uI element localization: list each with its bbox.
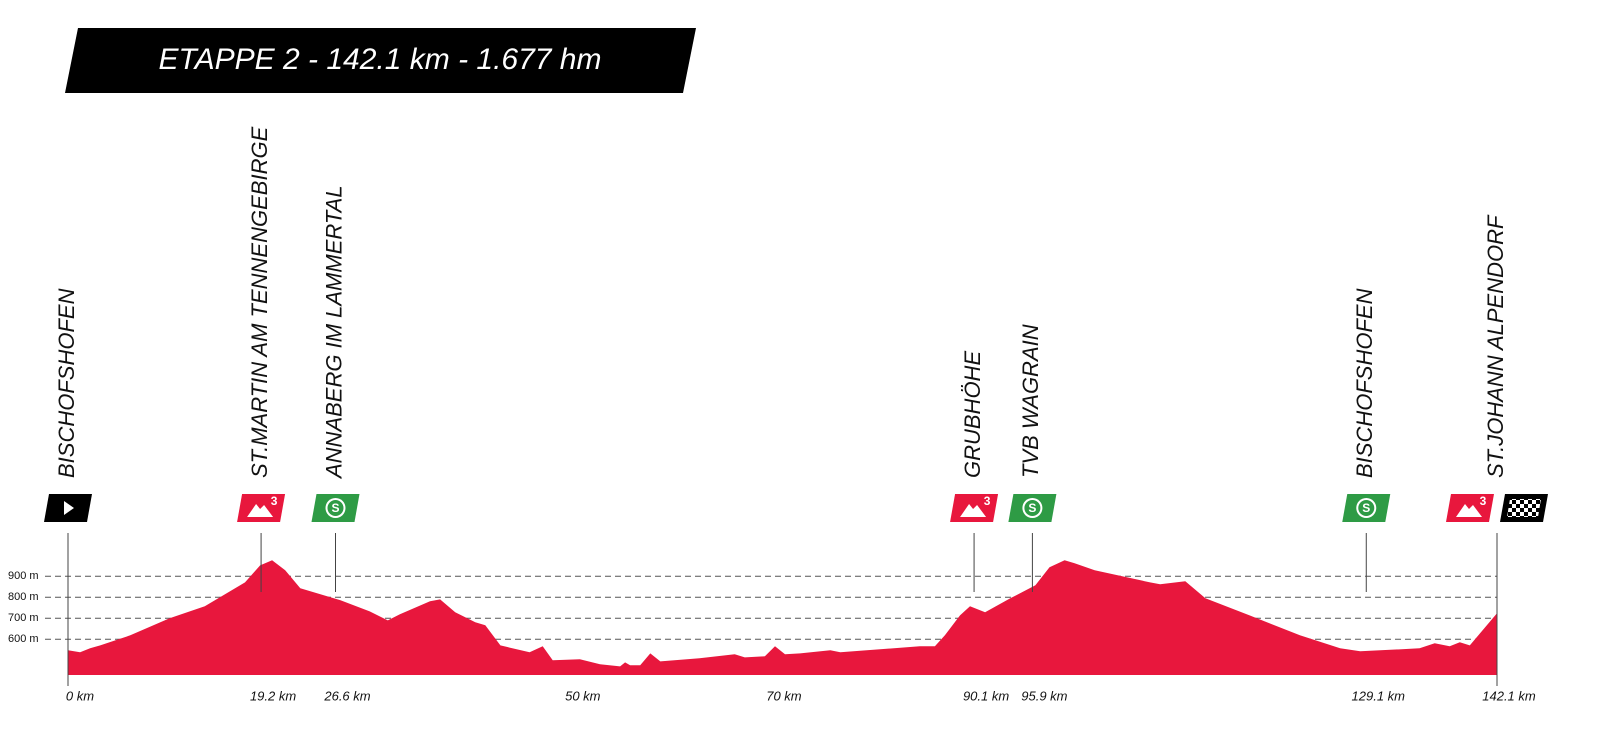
sprint-letter: S: [1362, 501, 1370, 515]
waypoint-name: BISCHOFSHOFEN: [54, 288, 79, 478]
elevation-profile: [68, 560, 1497, 675]
kom-category: 3: [1480, 494, 1487, 508]
waypoint-icon: S: [1008, 494, 1057, 522]
x-tick-label: 19.2 km: [250, 688, 296, 703]
sprint-letter: S: [331, 501, 339, 515]
y-tick-label: 700 m: [8, 612, 39, 624]
chart-title: ETAPPE 2 - 142.1 km - 1.677 hm: [159, 43, 602, 76]
x-tick-label: 142.1 km: [1482, 688, 1536, 703]
start-arrow: [64, 501, 74, 515]
waypoint-name: ST.MARTIN AM TENNENGEBIRGE: [247, 126, 272, 478]
sprint-ring: [1024, 500, 1041, 516]
x-tick-label: 26.6 km: [323, 688, 370, 703]
kom-category: 3: [984, 494, 991, 508]
kom-category: 3: [271, 494, 278, 508]
waypoint-icon: 3: [1446, 494, 1494, 522]
x-tick-label: 95.9 km: [1021, 688, 1067, 703]
x-tick-label: 0 km: [66, 688, 94, 703]
finish-flag: [1507, 499, 1541, 517]
y-tick-label: 800 m: [8, 591, 39, 603]
mountain: [960, 504, 987, 517]
sprint-ring: [1358, 500, 1375, 516]
waypoint-icon: 3: [237, 494, 286, 522]
x-tick-label: 50 km: [565, 688, 601, 703]
y-tick-label: 900 m: [8, 570, 39, 582]
waypoint-icon: S: [1342, 494, 1391, 522]
waypoint-icon: [1500, 494, 1548, 522]
sprint-ring: [327, 500, 344, 516]
mountain: [1456, 504, 1482, 517]
waypoint-icon: 3: [950, 494, 999, 522]
waypoint-name: TVB WAGRAIN: [1018, 324, 1043, 478]
waypoint-name: ST.JOHANN ALPENDORF: [1483, 214, 1508, 478]
x-tick-label: 70 km: [766, 688, 802, 703]
mountain: [247, 504, 274, 517]
waypoint-name: ANNABERG IM LAMMERTAL: [321, 185, 346, 480]
waypoint-icon: [44, 494, 92, 522]
waypoint-name: GRUBHÖHE: [960, 351, 985, 478]
waypoint-name: BISCHOFSHOFEN: [1352, 288, 1377, 478]
sprint-letter: S: [1028, 501, 1036, 515]
y-tick-label: 600 m: [8, 633, 39, 645]
x-tick-label: 129.1 km: [1352, 688, 1406, 703]
x-tick-label: 90.1 km: [963, 688, 1009, 703]
waypoint-icon: S: [311, 494, 360, 522]
title-banner: [65, 28, 696, 93]
